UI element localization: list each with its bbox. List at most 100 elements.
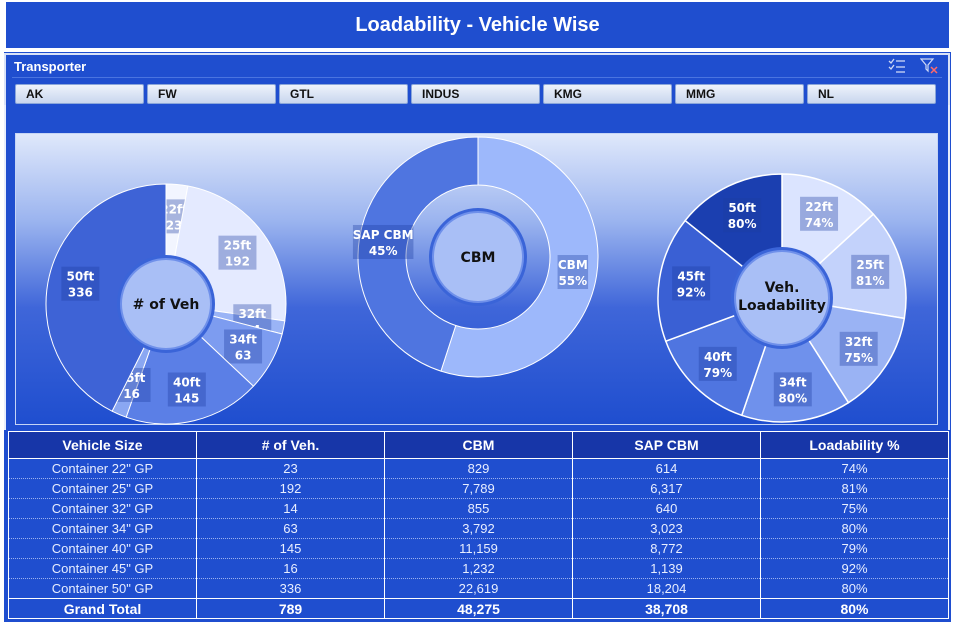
cell-cbm: 829 [384,458,573,479]
loadability-table: Vehicle Size # of Veh. CBM SAP CBM Loada… [8,431,949,619]
label-value: 16 [123,387,140,401]
label-category: 25ft [224,239,252,253]
header-vehicle-size[interactable]: Vehicle Size [8,431,197,459]
label-category: 45ft [677,269,705,283]
slicer-button-mmg[interactable]: MMG [675,84,804,104]
hub-disc [120,258,212,350]
total-sap-cbm: 38,708 [572,598,761,619]
hub-disc [432,211,524,303]
label-category: 40ft [173,376,201,390]
cell-num-veh: 145 [196,538,385,559]
cell-cbm: 1,232 [384,558,573,579]
of-veh-label-25ft: 25ft 192 [218,235,257,270]
label-box [352,224,414,259]
label-category: 25ft [856,258,884,272]
table-body: Container 22" GP 23 829 614 74% Container 25"… [8,458,949,619]
label-value: 145 [174,392,199,406]
cbm-pie: CBM 55% SAP CBM 45% [352,136,599,378]
label-category: 50ft [728,201,756,215]
table-row[interactable]: Container 34" GP 63 3,792 3,023 80% [8,518,949,539]
veh-loadability-label-50ft: 50ft 80% [723,198,762,233]
veh-loadability-slice-34ft[interactable] [740,296,850,423]
cell-num-veh: 16 [196,558,385,579]
cell-num-veh: 14 [196,498,385,519]
header-num-veh[interactable]: # of Veh. [196,431,385,459]
cbm-slice-sap-cbm[interactable] [357,136,479,372]
of-veh-slice-50ft[interactable] [45,183,167,412]
cell-loadability: 79% [760,538,949,559]
header-sap-cbm[interactable]: SAP CBM [572,431,761,459]
table-row[interactable]: Container 50" GP 336 22,619 18,204 80% [8,578,949,599]
cell-num-veh: 63 [196,518,385,539]
label-category: 22ft [160,202,188,216]
veh-loadability-label-25ft: 25ft 81% [851,254,890,289]
label-box [800,196,839,231]
clear-filter-icon[interactable] [919,58,938,74]
slicer-button-fw[interactable]: FW [147,84,276,104]
cell-sap-cbm: 18,204 [572,578,761,599]
cell-vehicle-size: Container 45" GP [8,558,197,579]
label-box [723,198,762,233]
label-value: 79% [703,366,732,380]
hub-title: CBM [461,250,496,266]
of-veh-label-40ft: 40ft 145 [167,372,206,407]
veh-loadability-label-22ft: 22ft 74% [800,196,839,231]
label-box [557,255,589,290]
cell-cbm: 3,792 [384,518,573,539]
veh-loadability-label-45ft: 45ft 92% [672,266,711,301]
veh-loadability-label-32ft: 32ft 75% [839,331,878,366]
label-box [773,372,812,407]
cell-cbm: 855 [384,498,573,519]
slicer-button-indus[interactable]: INDUS [411,84,540,104]
label-value: 80% [778,391,807,405]
cell-sap-cbm: 614 [572,458,761,479]
cell-num-veh: 336 [196,578,385,599]
hub-title: # of Veh [133,297,200,313]
label-category: 34ft [229,332,257,346]
cbm-slice-cbm[interactable] [440,136,599,378]
grand-total-row: Grand Total 789 48,275 38,708 80% [8,598,949,619]
label-category: 32ft [238,307,266,321]
cell-sap-cbm: 6,317 [572,478,761,499]
cell-num-veh: 192 [196,478,385,499]
slicer-button-gtl[interactable]: GTL [279,84,408,104]
label-box [61,266,100,301]
slicer-button-kmg[interactable]: KMG [543,84,672,104]
slicer-title: Transporter [14,59,87,74]
cell-loadability: 92% [760,558,949,579]
cbm-hub: CBM [429,208,527,306]
label-box [224,329,263,364]
chart-panel: 22ft2325ft19232ft1434ft6340ft14545ft1650… [15,133,938,425]
cell-vehicle-size: Container 50" GP [8,578,197,599]
cell-cbm: 7,789 [384,478,573,499]
slicer-button-ak[interactable]: AK [15,84,144,104]
slicer-button-nl[interactable]: NL [807,84,936,104]
cell-loadability: 81% [760,478,949,499]
label-box [167,372,206,407]
table-row[interactable]: Container 22" GP 23 829 614 74% [8,458,949,479]
page-title: Loadability - Vehicle Wise [4,0,951,50]
cell-vehicle-size: Container 22" GP [8,458,197,479]
header-cbm[interactable]: CBM [384,431,573,459]
cell-loadability: 74% [760,458,949,479]
cell-sap-cbm: 1,139 [572,558,761,579]
table-row[interactable]: Container 32" GP 14 855 640 75% [8,498,949,519]
charts-canvas: 22ft2325ft19232ft1434ft6340ft14545ft1650… [45,136,907,425]
slicer-divider [12,77,942,78]
cell-vehicle-size: Container 32" GP [8,498,197,519]
of-veh-label-50ft: 50ft 336 [61,266,100,301]
label-category: SAP CBM [353,228,414,242]
table-row[interactable]: Container 45" GP 16 1,232 1,139 92% [8,558,949,579]
multi-select-icon[interactable] [888,58,906,74]
veh-loadability-slice-45ft[interactable] [657,219,784,343]
hub-title-line-2: Loadability [738,298,826,314]
cell-cbm: 11,159 [384,538,573,559]
cell-loadability: 75% [760,498,949,519]
header-loadability[interactable]: Loadability % [760,431,949,459]
slicer-frame-right [948,105,950,430]
total-vehicle-size: Grand Total [8,598,197,619]
label-value: 23 [166,218,183,232]
table-row[interactable]: Container 25" GP 192 7,789 6,317 81% [8,478,949,499]
table-row[interactable]: Container 40" GP 145 11,159 8,772 79% [8,538,949,559]
table-header-row: Vehicle Size # of Veh. CBM SAP CBM Loada… [8,431,949,459]
